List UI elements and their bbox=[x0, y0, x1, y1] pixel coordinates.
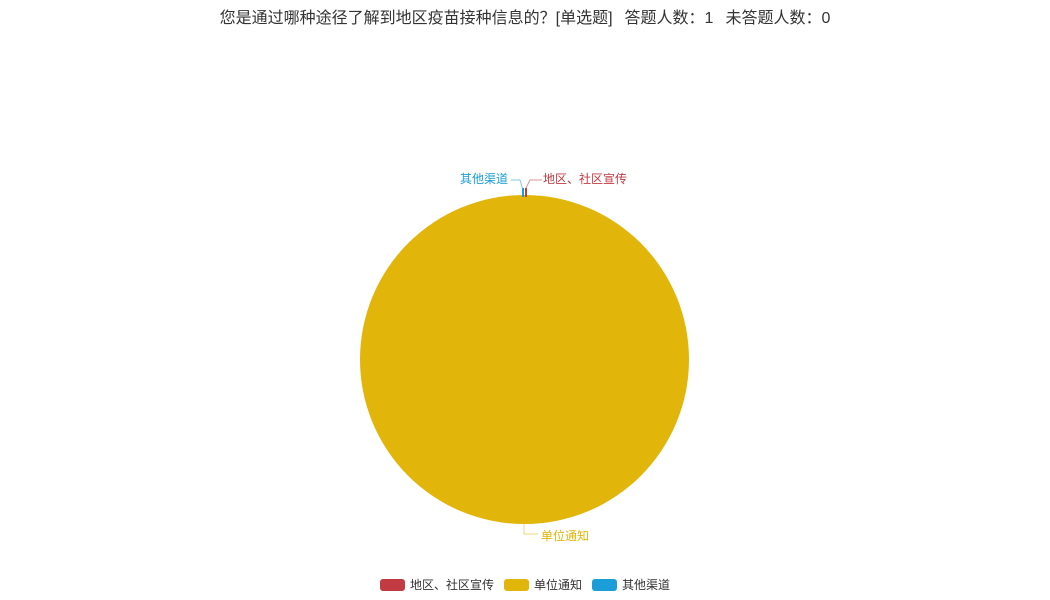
pie-slice-community-promo[interactable] bbox=[525, 188, 527, 197]
legend-label: 其他渠道 bbox=[622, 578, 671, 592]
unanswered-count-text: 未答题人数：0 bbox=[725, 10, 831, 27]
pie-label-unit-notice: 单位通知 bbox=[541, 529, 590, 543]
legend-swatch-yellow bbox=[503, 579, 529, 591]
pie-label-other-channel: 其他渠道 bbox=[459, 172, 508, 186]
chart-title: 您是通过哪种途径了解到地区疫苗接种信息的？[单选题] 答题人数：1 未答题人数：0 bbox=[0, 9, 1050, 29]
legend-swatch-red bbox=[379, 579, 405, 591]
pie-slice-unit-notice[interactable] bbox=[360, 195, 689, 524]
legend-item-unit-notice[interactable]: 单位通知 bbox=[503, 578, 582, 592]
chart-legend: 地区、社区宣传 单位通知 其他渠道 bbox=[0, 578, 1050, 592]
question-text: 您是通过哪种途径了解到地区疫苗接种信息的？[单选题] bbox=[219, 10, 613, 27]
pie-slice-other-channel[interactable] bbox=[522, 188, 524, 197]
legend-label: 单位通知 bbox=[533, 578, 582, 592]
legend-item-community-promo[interactable]: 地区、社区宣传 bbox=[379, 578, 494, 592]
pie-label-community-promo: 地区、社区宣传 bbox=[543, 172, 628, 186]
answered-count-text: 答题人数：1 bbox=[624, 10, 714, 27]
legend-item-other-channel[interactable]: 其他渠道 bbox=[592, 578, 670, 592]
legend-swatch-blue bbox=[592, 579, 617, 591]
legend-label: 地区、社区宣传 bbox=[409, 578, 494, 592]
leader-line-community-promo bbox=[524, 179, 542, 191]
